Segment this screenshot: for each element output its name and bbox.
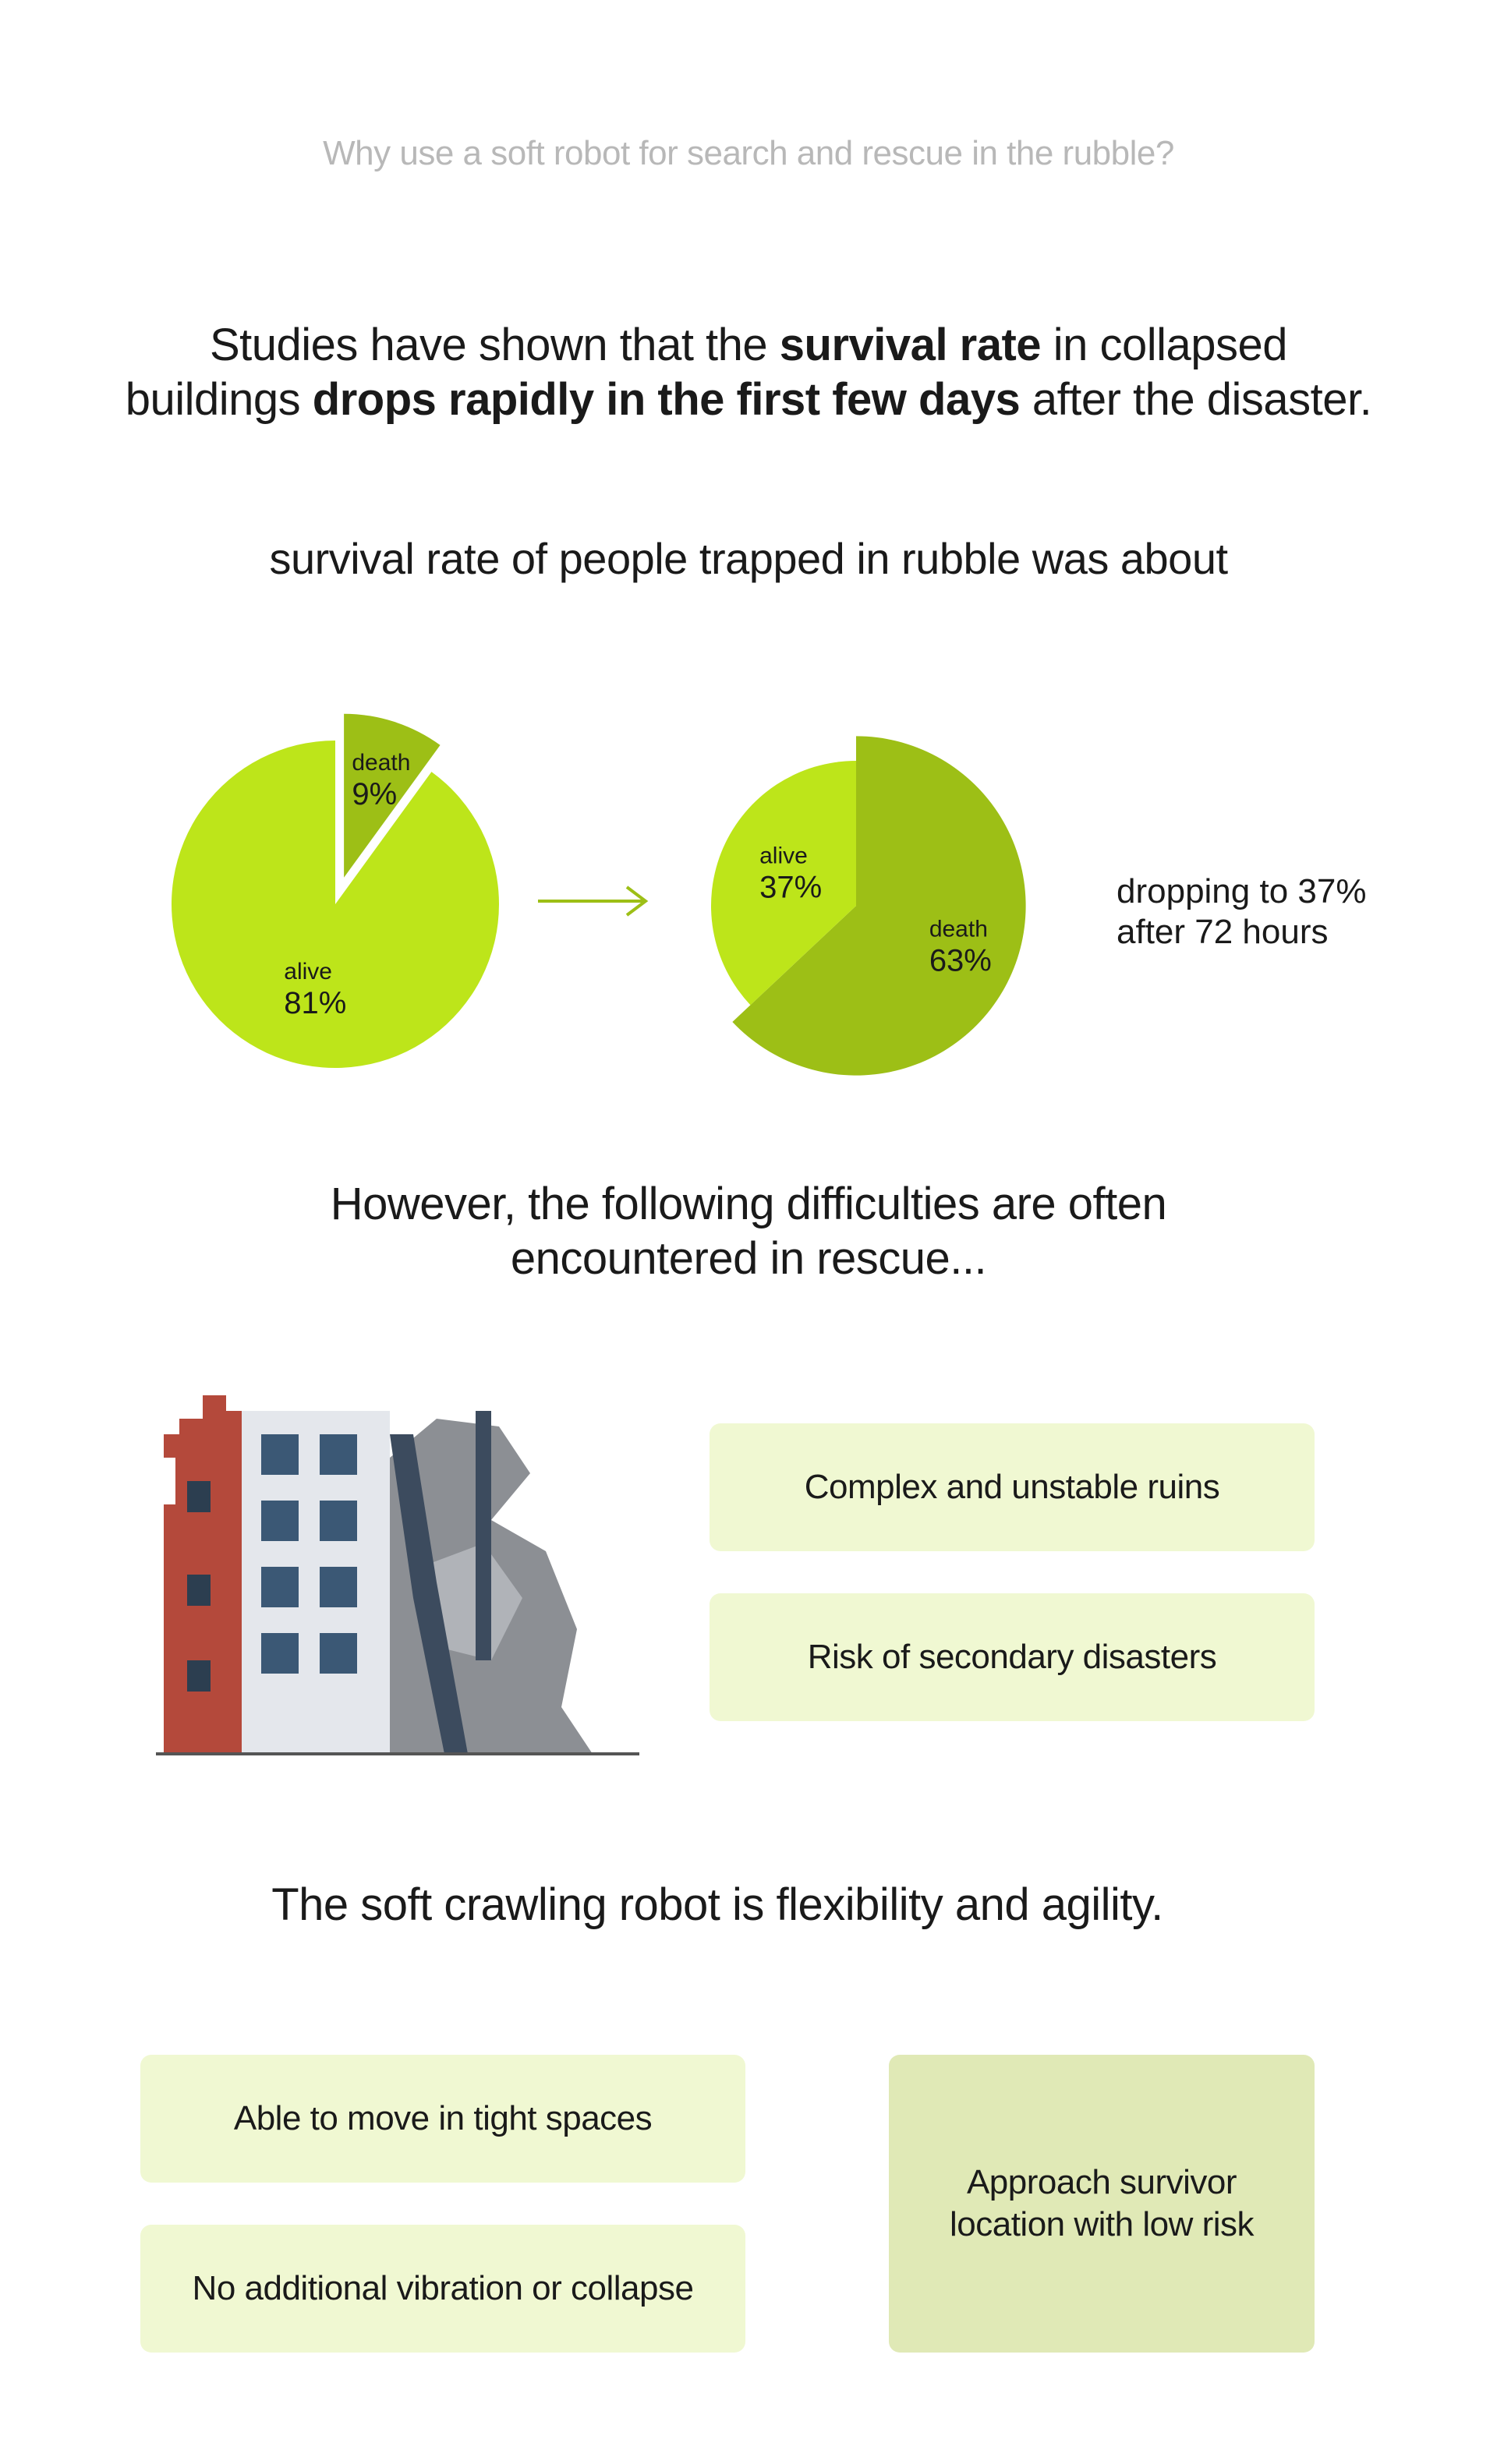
pie-slice-label-death: death: [352, 750, 410, 776]
survival-drop-note: dropping to 37% after 72 hours: [1117, 871, 1444, 953]
benefit-card-no-vibration: No additional vibration or collapse: [140, 2225, 745, 2353]
pie-slice-death: [344, 713, 441, 878]
page-subtitle: Why use a soft robot for search and resc…: [323, 134, 1174, 172]
pie-slice-label-death: death: [929, 917, 988, 942]
pie-slice-label-alive: alive: [284, 959, 332, 985]
approach-line-2: location with low risk: [949, 2205, 1255, 2243]
pie-slice-alive: [711, 761, 856, 1006]
collapsed-building-illustration: [156, 1364, 671, 1801]
intro-bold-drops-rapidly: drops rapidly in the first few days: [312, 374, 1021, 425]
pie-slice-alive: [172, 741, 500, 1068]
difficulty-card-ruins: Complex and unstable ruins: [710, 1423, 1315, 1551]
intro-text-1: Studies have shown that the: [209, 320, 780, 370]
intro-line-1: Studies have shown that the survival rat…: [0, 318, 1497, 373]
benefit-card-approach-survivor: Approach survivor location with low risk: [889, 2055, 1315, 2353]
drop-note-line-1: dropping to 37%: [1117, 872, 1367, 910]
arrow-head-icon: [625, 886, 649, 917]
intro-text-3: buildings: [125, 374, 313, 425]
pie-slice-value-alive: 37%: [759, 870, 822, 904]
difficulties-heading-line-2: encountered in rescue...: [510, 1233, 987, 1284]
chart-heading: survival rate of people trapped in rubbl…: [269, 534, 1228, 583]
drop-note-line-2: after 72 hours: [1117, 913, 1329, 951]
wall-window: [187, 1481, 211, 1512]
difficulty-card-secondary-disasters: Risk of secondary disasters: [710, 1593, 1315, 1721]
steel-beam: [390, 1434, 468, 1754]
intro-line-2: buildings drops rapidly in the first few…: [0, 373, 1497, 427]
benefit-card-tight-spaces: Able to move in tight spaces: [140, 2055, 745, 2183]
wall-window: [187, 1660, 211, 1692]
rubble-slab: [421, 1543, 522, 1660]
pie-slice-label-alive: alive: [759, 843, 808, 868]
pie-slice-value-alive: 81%: [284, 986, 346, 1020]
intro-paragraph: Studies have shown that the survival rat…: [0, 318, 1497, 427]
intro-text-4: after the disaster.: [1020, 374, 1372, 425]
pie-slice-death: [732, 736, 1026, 1076]
pie-slice-value-death: 63%: [929, 944, 992, 978]
pie-slice-value-death: 9%: [352, 777, 397, 811]
difficulties-heading: However, the following difficulties are …: [0, 1177, 1497, 1286]
robot-heading: The soft crawling robot is flexibility a…: [271, 1879, 1163, 1930]
steel-column: [476, 1411, 491, 1660]
transition-arrow: [538, 886, 649, 917]
difficulties-heading-line-1: However, the following difficulties are …: [330, 1179, 1167, 1229]
intro-text-2: in collapsed: [1041, 320, 1288, 370]
wall-window: [187, 1575, 211, 1606]
intro-bold-survival-rate: survival rate: [779, 320, 1042, 370]
approach-line-1: Approach survivor: [966, 2163, 1237, 2201]
facade-windows: [261, 1434, 357, 1674]
